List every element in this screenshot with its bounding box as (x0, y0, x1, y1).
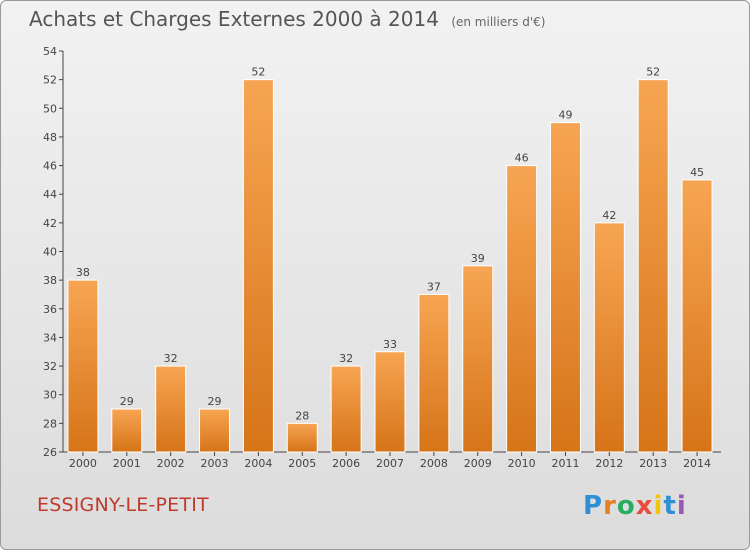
x-tick-label: 2007 (376, 457, 404, 470)
bar (155, 365, 187, 453)
x-tick-label: 2002 (157, 457, 185, 470)
x-tick-label: 2003 (201, 457, 229, 470)
chart-title-text: Achats et Charges Externes 2000 à 2014 (29, 7, 439, 31)
x-tick-label: 2014 (683, 457, 711, 470)
y-tick-label: 30 (43, 389, 57, 402)
chart-title: Achats et Charges Externes 2000 à 2014 (… (29, 7, 545, 31)
y-tick-label: 32 (43, 360, 57, 373)
x-tick-label: 2011 (551, 457, 579, 470)
x-tick-label: 2005 (288, 457, 316, 470)
bar (506, 165, 538, 453)
x-tick-label: 2008 (420, 457, 448, 470)
y-tick-label: 50 (43, 102, 57, 115)
bar-value-label: 37 (427, 280, 441, 293)
logo-letter: x (635, 491, 654, 521)
x-tick-label: 2004 (244, 457, 272, 470)
bar (199, 408, 231, 453)
y-tick-label: 54 (43, 45, 57, 58)
bar-value-label: 33 (383, 338, 397, 351)
bar (549, 122, 581, 453)
y-tick-label: 42 (43, 217, 57, 230)
bar-value-label: 46 (515, 152, 529, 165)
y-tick-label: 34 (43, 331, 57, 344)
y-tick-label: 46 (43, 160, 57, 173)
bar-value-label: 38 (76, 266, 90, 279)
y-tick-label: 28 (43, 417, 57, 430)
bar-value-label: 29 (208, 395, 222, 408)
y-tick-label: 26 (43, 446, 57, 459)
y-tick-label: 36 (43, 303, 57, 316)
bar-value-label: 45 (690, 166, 704, 179)
bar (374, 351, 406, 453)
bar-value-label: 29 (120, 395, 134, 408)
bar (593, 222, 625, 453)
y-tick-label: 48 (43, 131, 57, 144)
x-tick-label: 2010 (508, 457, 536, 470)
x-tick-label: 2000 (69, 457, 97, 470)
y-tick-label: 40 (43, 246, 57, 259)
chart-unit: (en milliers d'€) (451, 15, 546, 29)
logo-letter: P (583, 491, 604, 521)
y-tick-label: 52 (43, 74, 57, 87)
bar (242, 79, 274, 453)
commune-name: ESSIGNY-LE-PETIT (37, 494, 209, 516)
y-tick-label: 38 (43, 274, 57, 287)
logo-letter: i (676, 491, 687, 521)
x-tick-label: 2012 (595, 457, 623, 470)
bar (67, 279, 99, 453)
bar (418, 293, 450, 453)
bar-value-label: 28 (295, 409, 309, 422)
x-tick-label: 2006 (332, 457, 360, 470)
bar-value-label: 32 (339, 352, 353, 365)
bar (462, 265, 494, 453)
bar (286, 422, 318, 453)
logo-letter: o (616, 491, 636, 521)
bar (330, 365, 362, 453)
bar-value-label: 39 (471, 252, 485, 265)
x-tick-label: 2001 (113, 457, 141, 470)
x-tick-label: 2013 (639, 457, 667, 470)
bar-value-label: 52 (646, 66, 660, 79)
proxiti-logo: Proxiti (583, 491, 687, 521)
bar (111, 408, 143, 453)
bar-value-label: 49 (558, 109, 572, 122)
bar (681, 179, 713, 453)
bar-value-label: 52 (251, 66, 265, 79)
bar-value-label: 32 (164, 352, 178, 365)
logo-letter: i (653, 491, 664, 521)
y-tick-label: 44 (43, 188, 57, 201)
x-tick-label: 2009 (464, 457, 492, 470)
logo-letter: t (663, 491, 677, 521)
bar (637, 79, 669, 453)
bar-value-label: 42 (602, 209, 616, 222)
logo-letter: r (603, 491, 617, 521)
